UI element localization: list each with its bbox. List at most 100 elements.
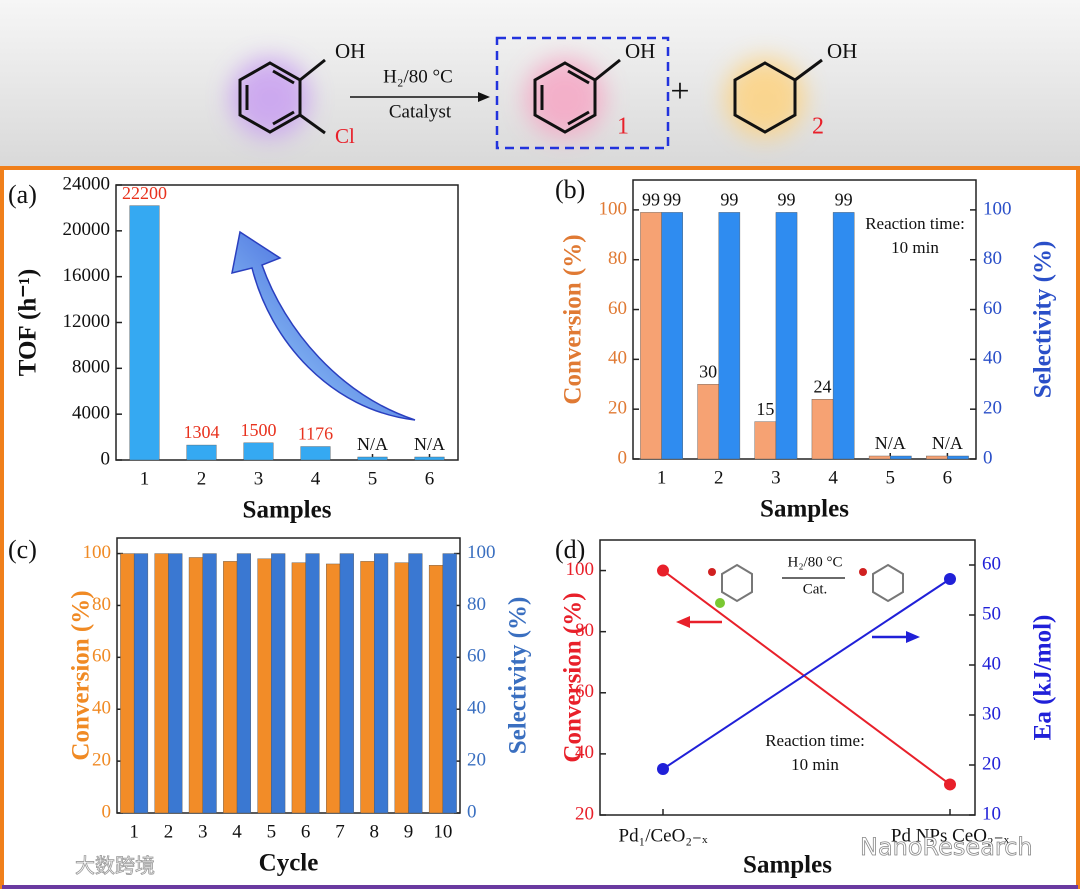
- y2-tick-label: 100: [467, 542, 496, 563]
- inset-ring: [872, 563, 904, 603]
- y-tick-label: 8000: [72, 357, 110, 378]
- bond: [272, 69, 295, 85]
- y-tick-label: 60: [575, 681, 594, 702]
- bar: [360, 561, 375, 814]
- x-tick-label: 5: [267, 821, 277, 842]
- panel-label: (a): [8, 180, 37, 209]
- plot-frame: [599, 539, 976, 816]
- value-label: 99: [777, 190, 795, 210]
- y2-tick-label: 0: [467, 801, 477, 822]
- point: [657, 564, 669, 577]
- bar: [154, 553, 169, 814]
- y2-tick-label: 60: [467, 646, 486, 667]
- bond: [594, 58, 621, 82]
- bar: [868, 455, 891, 460]
- bar: [188, 557, 203, 814]
- bar: [811, 399, 834, 460]
- bar: [428, 565, 444, 814]
- y2-tick-label: 40: [983, 348, 1002, 369]
- x-tick-label: 2: [164, 821, 174, 842]
- series-line: [662, 569, 951, 786]
- glow: [725, 58, 805, 138]
- point: [944, 573, 956, 585]
- bar: [186, 444, 217, 461]
- y-tick-label: 80: [92, 594, 111, 615]
- value-label: 24: [814, 376, 832, 396]
- inset-text: H₂/80 °C: [788, 554, 843, 570]
- y-axis-label: Conversion (%): [68, 590, 95, 760]
- bar: [223, 561, 238, 814]
- bond: [794, 58, 823, 82]
- y-tick-label: 12000: [63, 311, 111, 332]
- bar: [326, 563, 341, 814]
- plot-frame: [116, 537, 461, 814]
- bond: [567, 69, 590, 85]
- bar: [120, 553, 135, 814]
- x-tick-label: 9: [404, 821, 414, 842]
- inset-molecules: [708, 563, 904, 608]
- y2-axis-label: Selectivity (%): [505, 597, 532, 755]
- atom-label: OH: [625, 39, 655, 63]
- y2-tick-label: 40: [467, 698, 486, 719]
- bar: [775, 212, 798, 460]
- x-axis-label: Samples: [743, 852, 832, 879]
- bar: [291, 562, 306, 814]
- panel-label: (b): [555, 175, 585, 204]
- x-tick-label: 6: [301, 821, 311, 842]
- x-tick-label: 5: [368, 468, 378, 489]
- bar: [257, 558, 272, 814]
- y-tick-label: 40: [575, 742, 594, 763]
- plot-frame: [632, 179, 977, 460]
- value-label: N/A: [875, 433, 906, 453]
- bar: [236, 553, 251, 814]
- y2-tick-label: 100: [983, 198, 1012, 219]
- value-label: N/A: [357, 434, 388, 454]
- y2-axis-label: Selectivity (%): [1030, 241, 1057, 399]
- x-tick-label: 6: [943, 467, 953, 488]
- value-label: N/A: [932, 433, 963, 453]
- y2-tick-label: 60: [982, 553, 1001, 574]
- panel-label: (c): [8, 535, 37, 564]
- value-label: 1176: [298, 424, 333, 444]
- value-label: 99: [720, 190, 738, 210]
- reaction-catalyst: Catalyst: [389, 101, 452, 122]
- value-label: 30: [699, 361, 717, 381]
- value-label: 99: [835, 190, 853, 210]
- y2-tick-label: 30: [982, 703, 1001, 724]
- highlight-box: [495, 36, 670, 150]
- atom-label: OH: [827, 39, 857, 63]
- y-tick-label: 60: [92, 646, 111, 667]
- x-tick-label: 8: [370, 821, 380, 842]
- x-tick-label: 5: [886, 467, 896, 488]
- x-tick-label: 3: [771, 467, 781, 488]
- reaction-scheme: [230, 36, 823, 150]
- arrow-head: [478, 92, 490, 102]
- y2-tick-label: 50: [982, 603, 1001, 624]
- y-tick-label: 16000: [63, 265, 111, 286]
- bar: [640, 212, 662, 460]
- trend-arrow: [231, 230, 416, 421]
- y-axis-label: TOF (h⁻¹): [15, 269, 42, 377]
- annotation: 10 min: [891, 238, 939, 257]
- value-label: N/A: [414, 434, 445, 454]
- atom: [715, 598, 725, 608]
- y2-tick-label: 20: [982, 753, 1001, 774]
- bar: [339, 553, 354, 814]
- reaction-condition: H₂/80 °C: [383, 66, 453, 87]
- bar: [754, 421, 777, 460]
- y-tick-label: 20: [92, 749, 111, 770]
- panel-label: (d): [555, 535, 585, 564]
- inset-text: Cat.: [803, 581, 828, 597]
- annotation: Reaction time:: [865, 214, 965, 233]
- bond: [299, 113, 326, 135]
- x-tick-label: 3: [198, 821, 208, 842]
- bar: [697, 384, 719, 460]
- value-label: 1304: [184, 422, 220, 442]
- y2-tick-label: 10: [982, 803, 1001, 824]
- y-tick-label: 60: [608, 298, 627, 319]
- bar: [357, 456, 388, 461]
- bar: [947, 455, 969, 460]
- x-tick-label: Pd₁/CeO₂₋ₓ: [619, 825, 708, 846]
- bar: [374, 553, 389, 814]
- glow: [525, 58, 605, 138]
